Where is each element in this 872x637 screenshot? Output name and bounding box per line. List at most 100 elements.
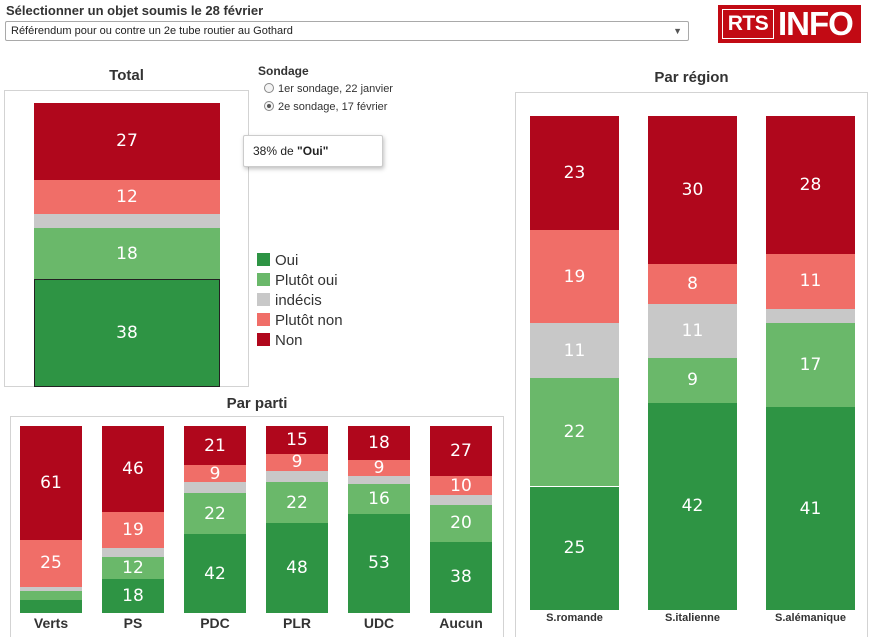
- data-label-ps-plutot-non: 19: [122, 519, 144, 540]
- bar-segment-ps-non[interactable]: [102, 426, 164, 513]
- bar-segment-s-alemanique-non[interactable]: [766, 116, 855, 255]
- bar-segment-plr-indecis[interactable]: [266, 470, 328, 483]
- logo-info: INFO: [778, 5, 854, 42]
- legend-label-indecis: indécis: [275, 292, 322, 309]
- category-label-verts: Verts: [33, 615, 69, 631]
- data-label-s-alemanique-oui: 41: [799, 498, 822, 519]
- data-label-s-italienne-oui: 42: [681, 496, 704, 517]
- tooltip-middle: de: [277, 144, 298, 158]
- bar-segment-total-indecis[interactable]: [34, 213, 220, 228]
- bar-segment-verts-plutot-non[interactable]: [20, 540, 82, 587]
- bar-segment-s-italienne-oui[interactable]: [648, 402, 737, 610]
- chevron-down-icon[interactable]: ▼: [673, 26, 682, 36]
- bar-segment-ps-oui[interactable]: [102, 579, 164, 613]
- legend-label-plutot-non: Plutôt non: [275, 312, 343, 329]
- bar-segment-total-non[interactable]: [34, 103, 220, 180]
- bar-segment-aucun-non[interactable]: [430, 426, 492, 477]
- bar-segment-udc-non[interactable]: [348, 426, 410, 460]
- bar-segment-aucun-plutot-non[interactable]: [430, 476, 492, 496]
- bar-segment-s-romande-plutot-oui[interactable]: [530, 377, 619, 487]
- bar-segment-aucun-plutot-oui[interactable]: [430, 504, 492, 542]
- bar-segment-verts-plutot-oui[interactable]: [20, 590, 82, 600]
- bar-segment-verts-non[interactable]: [20, 426, 82, 541]
- category-label-pdc: PDC: [200, 615, 230, 631]
- data-label-aucun-plutot-oui: 20: [450, 513, 472, 534]
- rts-info-logo: RTS INFO: [718, 5, 861, 43]
- bar-segment-s-romande-indecis[interactable]: [530, 323, 619, 378]
- bar-segment-udc-plutot-non[interactable]: [348, 459, 410, 477]
- bar-segment-s-italienne-plutot-oui[interactable]: [648, 358, 737, 403]
- bar-segment-verts-indecis[interactable]: [20, 586, 82, 591]
- bar-segment-s-romande-plutot-non[interactable]: [530, 229, 619, 324]
- bar-segment-s-italienne-indecis[interactable]: [648, 303, 737, 359]
- category-label-s-italienne: S.italienne: [664, 612, 721, 624]
- tooltip: 38% de "Oui": [243, 135, 383, 167]
- data-label-pdc-non: 21: [204, 435, 226, 456]
- bar-segment-s-alemanique-oui[interactable]: [766, 407, 855, 610]
- bar-segment-udc-oui[interactable]: [348, 513, 410, 613]
- logo-rts: RTS: [722, 9, 774, 39]
- data-label-s-italienne-plutot-non: 8: [687, 273, 698, 294]
- bar-segment-plr-non[interactable]: [266, 426, 328, 455]
- parti-title: Par parti: [226, 395, 288, 412]
- legend-item-plutot-oui: Plutôt oui: [257, 272, 338, 289]
- bar-segment-ps-plutot-oui[interactable]: [102, 556, 164, 580]
- data-label-total-oui: 38: [116, 323, 138, 344]
- data-label-s-alemanique-non: 28: [799, 175, 822, 196]
- bar-segment-aucun-oui[interactable]: [430, 541, 492, 613]
- bar-segment-udc-indecis[interactable]: [348, 476, 410, 484]
- bar-segment-pdc-plutot-oui[interactable]: [184, 493, 246, 535]
- radio-icon[interactable]: [264, 83, 274, 93]
- category-label-s-romande: S.romande: [546, 612, 603, 624]
- parti-chart: [10, 416, 504, 637]
- legend-swatch-indecis: [257, 293, 270, 306]
- data-label-aucun-oui: 38: [450, 567, 472, 588]
- bar-segment-total-oui[interactable]: [34, 279, 220, 387]
- bar-segment-plr-oui[interactable]: [266, 523, 328, 613]
- sondage-option-1[interactable]: 1er sondage, 22 janvier: [264, 83, 393, 95]
- data-label-s-romande-oui: 25: [563, 538, 586, 559]
- bar-segment-s-romande-oui[interactable]: [530, 486, 619, 610]
- bar-segment-pdc-indecis[interactable]: [184, 482, 246, 494]
- referendum-select[interactable]: Référendum pour ou contre un 2e tube rou…: [5, 21, 689, 41]
- data-label-udc-non: 18: [368, 432, 390, 453]
- category-label-s-alemanique: S.alémanique: [775, 612, 846, 624]
- bar-segment-s-alemanique-plutot-non[interactable]: [766, 254, 855, 309]
- data-label-aucun-plutot-non: 10: [450, 475, 472, 496]
- category-label-plr: PLR: [283, 615, 311, 631]
- data-label-plr-non: 15: [286, 430, 308, 451]
- bar-segment-s-italienne-non[interactable]: [648, 116, 737, 265]
- bar-segment-ps-indecis[interactable]: [102, 547, 164, 557]
- data-label-udc-plutot-oui: 16: [368, 488, 390, 509]
- data-label-total-plutot-non: 12: [116, 186, 138, 207]
- data-label-s-alemanique-plutot-oui: 17: [799, 355, 822, 376]
- bar-segment-plr-plutot-oui[interactable]: [266, 482, 328, 524]
- bar-segment-pdc-non[interactable]: [184, 426, 246, 466]
- data-label-s-italienne-indecis: 11: [681, 320, 704, 341]
- bar-segment-verts-oui[interactable]: [20, 599, 82, 613]
- bar-segment-s-alemanique-plutot-oui[interactable]: [766, 323, 855, 408]
- data-label-plr-oui: 48: [286, 558, 308, 579]
- category-label-udc: UDC: [363, 615, 395, 631]
- bar-segment-pdc-oui[interactable]: [184, 534, 246, 613]
- bar-segment-total-plutot-non[interactable]: [34, 179, 220, 214]
- bar-segment-plr-plutot-non[interactable]: [266, 454, 328, 471]
- region-chart: [515, 92, 868, 637]
- category-label-aucun: Aucun: [439, 615, 483, 631]
- data-label-pdc-plutot-oui: 22: [204, 503, 226, 524]
- sondage-option-2[interactable]: 2e sondage, 17 février: [264, 101, 387, 113]
- bar-segment-total-plutot-oui[interactable]: [34, 227, 220, 280]
- selector-title: Sélectionner un objet soumis le 28 févri…: [6, 3, 264, 18]
- bar-segment-aucun-indecis[interactable]: [430, 495, 492, 505]
- legend-item-plutot-non: Plutôt non: [257, 312, 343, 329]
- radio-selected-icon[interactable]: [264, 101, 274, 111]
- bar-segment-pdc-plutot-non[interactable]: [184, 465, 246, 483]
- bar-segment-s-alemanique-indecis[interactable]: [766, 308, 855, 324]
- data-label-total-plutot-oui: 18: [116, 243, 138, 264]
- bar-segment-ps-plutot-non[interactable]: [102, 512, 164, 548]
- bar-segment-s-italienne-plutot-non[interactable]: [648, 264, 737, 304]
- bar-segment-udc-plutot-oui[interactable]: [348, 483, 410, 514]
- bar-segment-s-romande-non[interactable]: [530, 116, 619, 230]
- data-label-aucun-non: 27: [450, 441, 472, 462]
- legend-swatch-non: [257, 333, 270, 346]
